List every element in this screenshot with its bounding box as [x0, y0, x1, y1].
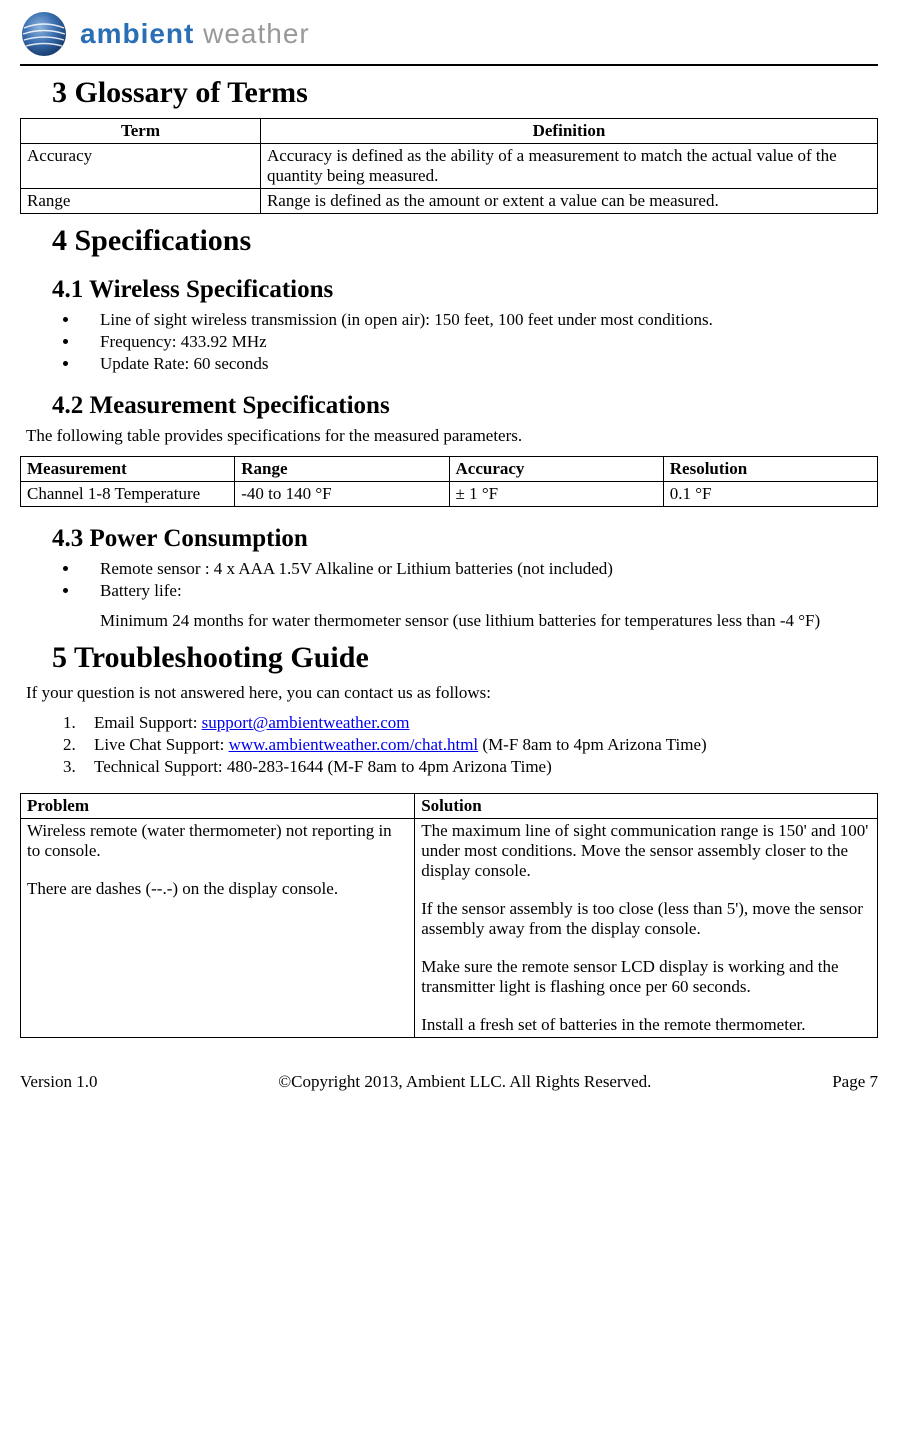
trouble-header-solution: Solution — [415, 794, 878, 819]
brand-name: ambient weather — [80, 18, 310, 50]
list-item: Remote sensor : 4 x AAA 1.5V Alkaline or… — [80, 559, 878, 579]
list-item: Battery life: — [80, 581, 878, 601]
spec-measurement: Channel 1-8 Temperature — [21, 482, 235, 507]
list-item: Frequency: 433.92 MHz — [80, 332, 878, 352]
table-header-row: Measurement Range Accuracy Resolution — [21, 457, 878, 482]
spec-header-resolution: Resolution — [663, 457, 877, 482]
table-row: Wireless remote (water thermometer) not … — [21, 819, 878, 1038]
email-prefix: Email Support: — [94, 713, 202, 732]
section-4-1-heading: 4.1 Wireless Specifications — [52, 276, 878, 304]
spacer — [421, 997, 871, 1015]
trouble-header-problem: Problem — [21, 794, 415, 819]
solution-line-2: If the sensor assembly is too close (les… — [421, 899, 871, 939]
table-header-row: Problem Solution — [21, 794, 878, 819]
measurement-table: Measurement Range Accuracy Resolution Ch… — [20, 456, 878, 507]
table-row: Channel 1-8 Temperature -40 to 140 °F ± … — [21, 482, 878, 507]
trouble-solution: The maximum line of sight communication … — [415, 819, 878, 1038]
power-continuation: Minimum 24 months for water thermometer … — [100, 611, 878, 631]
spacer — [421, 881, 871, 899]
trouble-problem: Wireless remote (water thermometer) not … — [21, 819, 415, 1038]
solution-line-1: The maximum line of sight communication … — [421, 821, 871, 881]
section-4-2-heading: 4.2 Measurement Specifications — [52, 392, 878, 420]
chat-link[interactable]: www.ambientweather.com/chat.html — [229, 735, 479, 754]
spec-header-measurement: Measurement — [21, 457, 235, 482]
spec-header-range: Range — [235, 457, 449, 482]
spacer — [27, 861, 408, 879]
glossary-term: Range — [21, 189, 261, 214]
section-4-3-heading: 4.3 Power Consumption — [52, 525, 878, 553]
glossary-table: Term Definition Accuracy Accuracy is def… — [20, 118, 878, 214]
solution-line-3: Make sure the remote sensor LCD display … — [421, 957, 871, 997]
glossary-header-term: Term — [21, 119, 261, 144]
glossary-term: Accuracy — [21, 144, 261, 189]
section-3-heading: 3 Glossary of Terms — [52, 76, 878, 110]
list-item: Line of sight wireless transmission (in … — [80, 310, 878, 330]
chat-prefix: Live Chat Support: — [94, 735, 229, 754]
footer-page: Page 7 — [832, 1072, 878, 1092]
measurement-intro: The following table provides specificati… — [20, 426, 878, 446]
page-footer: Version 1.0 ©Copyright 2013, Ambient LLC… — [20, 1072, 878, 1092]
section-5-heading: 5 Troubleshooting Guide — [52, 641, 878, 675]
list-item: Update Rate: 60 seconds — [80, 354, 878, 374]
spacer — [421, 939, 871, 957]
contact-chat: Live Chat Support: www.ambientweather.co… — [80, 735, 878, 755]
problem-line-1: Wireless remote (water thermometer) not … — [27, 821, 408, 861]
troubleshoot-table: Problem Solution Wireless remote (water … — [20, 793, 878, 1038]
table-row: Accuracy Accuracy is defined as the abil… — [21, 144, 878, 189]
troubleshoot-intro: If your question is not answered here, y… — [20, 683, 878, 703]
solution-line-4: Install a fresh set of batteries in the … — [421, 1015, 871, 1035]
glossary-def: Accuracy is defined as the ability of a … — [260, 144, 877, 189]
table-header-row: Term Definition — [21, 119, 878, 144]
contact-list: Email Support: support@ambientweather.co… — [80, 713, 878, 777]
section-4-heading: 4 Specifications — [52, 224, 878, 258]
spec-range: -40 to 140 °F — [235, 482, 449, 507]
contact-email: Email Support: support@ambientweather.co… — [80, 713, 878, 733]
brand-bold: ambient — [80, 18, 194, 49]
footer-version: Version 1.0 — [20, 1072, 97, 1092]
contact-phone: Technical Support: 480-283-1644 (M-F 8am… — [80, 757, 878, 777]
table-row: Range Range is defined as the amount or … — [21, 189, 878, 214]
brand-light: weather — [194, 18, 309, 49]
wireless-specs-list: Line of sight wireless transmission (in … — [80, 310, 878, 374]
spec-accuracy: ± 1 °F — [449, 482, 663, 507]
glossary-header-def: Definition — [260, 119, 877, 144]
footer-copyright: ©Copyright 2013, Ambient LLC. All Rights… — [278, 1072, 651, 1092]
problem-line-2: There are dashes (--.-) on the display c… — [27, 879, 408, 899]
brand-logo-icon — [20, 10, 68, 58]
page-header: ambient weather — [20, 10, 878, 66]
spec-resolution: 0.1 °F — [663, 482, 877, 507]
chat-suffix: (M-F 8am to 4pm Arizona Time) — [478, 735, 707, 754]
power-list: Remote sensor : 4 x AAA 1.5V Alkaline or… — [80, 559, 878, 601]
email-link[interactable]: support@ambientweather.com — [202, 713, 410, 732]
glossary-def: Range is defined as the amount or extent… — [260, 189, 877, 214]
spec-header-accuracy: Accuracy — [449, 457, 663, 482]
